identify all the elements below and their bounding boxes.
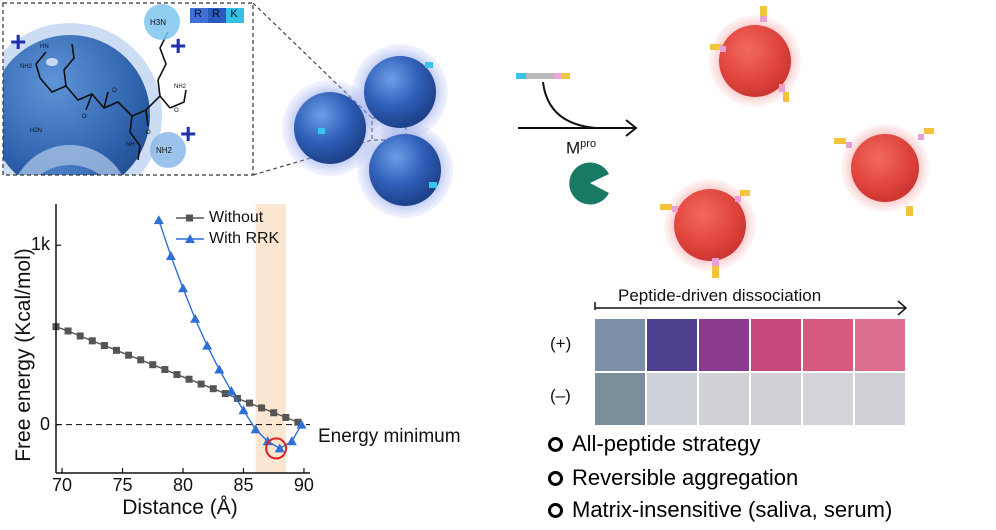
data-point: [274, 443, 285, 453]
data-point: [197, 380, 205, 388]
data-point: [258, 404, 266, 412]
data-point: [165, 251, 176, 261]
free-energy-chart: [52, 204, 310, 474]
data-point: [294, 418, 302, 426]
annotation-energy-minimum: Energy minimum: [318, 426, 461, 447]
legend-swatch: [176, 214, 204, 222]
minus-swatch: [647, 373, 697, 425]
legend-swatch: [176, 234, 204, 243]
x-axis-label: Distance (Å): [122, 496, 238, 519]
data-point: [214, 364, 225, 374]
data-point: [88, 337, 96, 345]
data-point: [202, 340, 213, 350]
bullet-all-peptide: All-peptide strategy: [548, 431, 760, 457]
data-point: [270, 409, 278, 417]
svg-text:O: O: [82, 114, 87, 120]
data-point: [100, 341, 108, 349]
data-point: [282, 413, 290, 421]
plus-swatch: [751, 319, 801, 371]
data-point: [149, 361, 157, 369]
y-tick-label: 1k: [30, 234, 50, 255]
dissociation-arrow: [594, 300, 908, 316]
data-point: [246, 399, 254, 407]
x-tick-label: 85: [233, 475, 254, 495]
energy-minimum-marker: [265, 437, 288, 460]
svg-text:NH2: NH2: [174, 84, 187, 90]
strip-row-label-plus: (+): [550, 334, 572, 353]
x-tick-label: 70: [52, 475, 73, 495]
data-point: [226, 386, 237, 396]
x-tick-label: 80: [172, 475, 194, 495]
data-point: [296, 419, 307, 429]
chip-k: K: [230, 8, 238, 20]
peptide-inset: NH2 HN H2N O O O NH2 O NH H3N NH2: [2, 2, 254, 176]
data-point: [233, 394, 241, 402]
energy-minimum-band: [255, 204, 286, 473]
dissociated-nanoparticles: [660, 6, 934, 278]
x-tick-label: 90: [293, 475, 314, 495]
svg-text:H2N: H2N: [30, 128, 42, 134]
data-point: [76, 332, 84, 340]
reaction-arrow: [518, 81, 638, 137]
enzyme-superscript: pro: [580, 138, 597, 150]
data-point: [178, 283, 188, 293]
plus-swatch: [647, 319, 697, 371]
data-point: [137, 356, 145, 364]
chip-r-2: R: [212, 8, 220, 20]
plus-sign-top: +: [170, 30, 187, 61]
data-point: [190, 313, 201, 323]
peptide-substrate: [516, 73, 570, 79]
minus-swatch: [803, 373, 853, 425]
x-tick-label: 75: [112, 475, 133, 495]
mpro-enzyme-icon: [569, 162, 609, 205]
svg-text:NH: NH: [126, 142, 135, 148]
enzyme-label: M: [566, 138, 581, 158]
data-point: [221, 390, 229, 398]
svg-text:NH2: NH2: [20, 64, 33, 70]
minus-swatch: [595, 373, 645, 425]
bullet-reversible: Reversible aggregation: [548, 465, 798, 491]
peptide-structure: [35, 31, 187, 161]
legend-item: Without: [176, 209, 263, 227]
strip-row-label-minus: (–): [550, 386, 571, 405]
data-point: [161, 366, 169, 374]
plus-swatch: [699, 319, 749, 371]
data-point: [238, 405, 249, 415]
strip-title: Peptide-driven dissociation: [618, 286, 822, 305]
svg-text:O: O: [112, 88, 117, 94]
aggregated-nanoparticles: [282, 44, 453, 218]
data-point: [173, 371, 181, 379]
svg-text:NH2: NH2: [156, 146, 173, 155]
legend-item: With RRK: [176, 230, 279, 248]
data-point: [64, 327, 72, 335]
minus-swatch: [699, 373, 749, 425]
data-point: [250, 424, 261, 434]
data-point: [153, 215, 164, 225]
plus-swatch: [803, 319, 853, 371]
data-point: [262, 436, 273, 446]
y-axis-label: Free energy (Kcal/mol): [12, 248, 35, 462]
data-point: [185, 375, 193, 383]
y-tick-label: 0: [39, 413, 50, 434]
bullet-matrix: Matrix-insensitive (saliva, serum): [548, 497, 892, 523]
data-point: [112, 346, 120, 354]
plus-sign-left: +: [10, 26, 27, 57]
svg-text:HN: HN: [40, 44, 49, 50]
chip-r-1: R: [194, 8, 202, 20]
plus-swatch: [855, 319, 905, 371]
svg-text:H3N: H3N: [150, 18, 166, 27]
data-point: [125, 351, 133, 359]
svg-text:O: O: [146, 130, 151, 136]
data-point: [209, 385, 217, 393]
data-point: [286, 436, 297, 446]
svg-text:O: O: [174, 108, 179, 114]
plus-sign-bottom: +: [180, 118, 197, 149]
plus-swatch: [595, 319, 645, 371]
minus-swatch: [855, 373, 905, 425]
minus-swatch: [751, 373, 801, 425]
